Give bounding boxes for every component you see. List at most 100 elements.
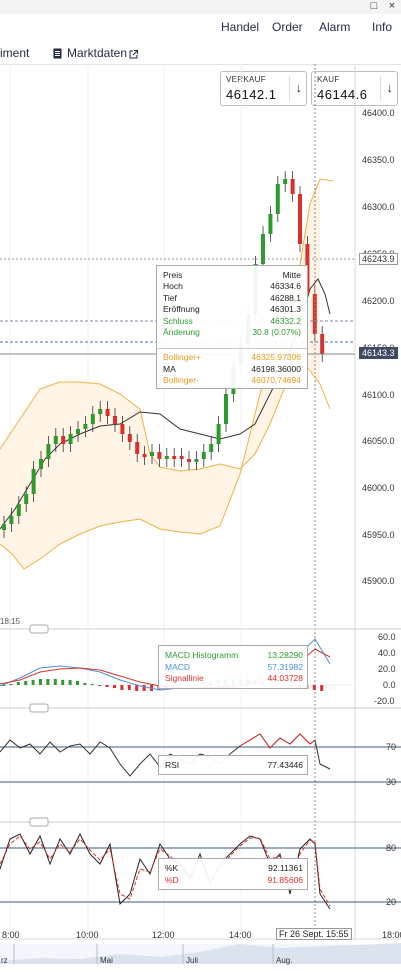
ohlc-row: Schluss 46332.2	[163, 315, 301, 326]
candle-body	[201, 452, 206, 459]
price-tick: 45900.0	[362, 576, 395, 586]
time-tick: 8:00	[2, 930, 20, 940]
rsi-info-box: RSI 77.43446	[158, 755, 308, 775]
navigator-label: rz	[1, 956, 8, 965]
restore-window-button[interactable]: □	[370, 0, 378, 12]
bollinger-row: Bollinger+ 46325.97306	[163, 352, 301, 362]
rsi-overbought	[239, 733, 316, 749]
ohlc-row: Tief 46288.1	[163, 292, 301, 303]
stoch-row: %K 92.11361	[165, 863, 303, 873]
price-tick: 46000.0	[362, 483, 395, 493]
rsi-label: RSI	[165, 760, 180, 770]
candle-body	[127, 434, 132, 442]
candle-body	[61, 436, 66, 444]
price-tick: 46200.0	[362, 296, 395, 306]
macd-bar	[135, 685, 139, 691]
candle-body	[320, 334, 325, 354]
candle-body	[39, 459, 43, 469]
rsi-value: 77.43446	[267, 760, 303, 770]
external-link-icon[interactable]	[129, 46, 138, 59]
candle-body	[105, 409, 110, 416]
candle-body	[261, 234, 265, 264]
window-titlebar	[0, 0, 401, 15]
macd-bar	[2, 685, 5, 686]
candle-body	[16, 504, 21, 516]
candle-body	[187, 459, 191, 462]
candle-body	[83, 424, 88, 429]
macd-bar	[83, 683, 87, 685]
price-tick: 46400.0	[362, 108, 395, 118]
macd-bar	[39, 679, 42, 685]
candle-body	[283, 179, 288, 184]
down-arrow-icon: ↓	[386, 80, 394, 95]
stoch-tick: 20	[386, 897, 397, 907]
macd-bar	[120, 685, 124, 690]
top-time-label: 18:15	[0, 617, 21, 626]
candle-body	[98, 409, 103, 414]
macd-row: MACD Histogramm 13.28290	[165, 650, 303, 660]
cursor-time-tag: Fr 26 Sept. 15:55	[276, 928, 352, 940]
macd-bar	[53, 679, 57, 685]
candle-body	[90, 414, 95, 424]
tab-sentiment[interactable]: iment	[0, 46, 30, 60]
last-price-tag: 46143.3	[359, 347, 398, 359]
macd-tick: 20.0	[378, 664, 396, 674]
candle-body	[9, 516, 14, 524]
candle-body	[53, 436, 58, 444]
macd-tick: 0.0	[383, 680, 396, 690]
macd-bar	[16, 682, 20, 685]
menu-handel[interactable]: Handel	[221, 20, 260, 34]
price-tick: 46350.0	[362, 155, 395, 165]
menu-alarm[interactable]: Alarm	[319, 20, 351, 34]
candle-body	[216, 424, 221, 444]
macd-tick: 60.0	[378, 632, 396, 642]
macd-bar	[320, 685, 324, 691]
macd-info-box: MACD Histogramm 13.28290 MACD 57.31982 Signa…	[158, 645, 308, 689]
sell-label: VERKAUF	[226, 75, 266, 84]
price-tick: 45950.0	[362, 530, 395, 540]
buy-label: KAUF	[317, 75, 340, 84]
candle-body	[31, 469, 36, 494]
bollinger-band	[0, 179, 320, 569]
candle-body	[275, 184, 280, 214]
candle-body	[142, 454, 147, 457]
time-tick: 10:00	[76, 930, 99, 940]
candle-body	[194, 459, 199, 462]
candle-body	[164, 456, 169, 459]
price-tick: 46300.0	[362, 202, 395, 212]
candle-body	[68, 434, 73, 444]
macd-bar	[76, 681, 79, 685]
ohlc-row: Änderung 30.8 (0.07%)	[163, 327, 301, 337]
candle-body	[135, 442, 140, 454]
menu-order[interactable]: Order	[272, 20, 303, 34]
candle-body	[209, 444, 214, 452]
macd-bar	[68, 680, 72, 685]
stoch-tick: 80	[386, 843, 397, 853]
tab-marktdaten[interactable]: Marktdaten	[67, 46, 128, 60]
macd-bar	[46, 679, 50, 685]
macd-tick: 40.0	[378, 648, 396, 658]
sell-price: 46142.1	[226, 87, 277, 102]
sell-price-box[interactable]: VERKAUF 46142.1 ↓	[220, 71, 307, 106]
time-tick: 14:00	[229, 930, 252, 940]
macd-bar	[113, 685, 116, 688]
candle-body	[157, 452, 162, 459]
price-tick: 46100.0	[362, 390, 395, 400]
menu-info[interactable]: Info	[372, 20, 393, 34]
ohlc-row: Hoch 46334.6	[163, 281, 301, 291]
macd-row: MACD 57.31982	[165, 661, 303, 672]
close-window-button[interactable]: ×	[388, 0, 396, 12]
macd-bar	[90, 684, 94, 685]
candle-body	[172, 456, 177, 459]
navigator-label: Aug.	[276, 956, 293, 965]
ohlc-info-box: Preis Mitte Hoch 46334.6 Tief 46288.1 Eröffnu…	[156, 265, 308, 389]
navigator-area	[0, 943, 401, 964]
macd-bar	[61, 680, 65, 685]
candle-body	[24, 494, 29, 504]
macd-bar	[127, 685, 131, 690]
price-chart[interactable]	[0, 64, 401, 964]
candle-body	[120, 424, 125, 434]
crosshair-price-tag: 46243.9	[359, 253, 398, 265]
rsi-tick: 30	[386, 777, 397, 787]
tab-row	[0, 42, 401, 65]
